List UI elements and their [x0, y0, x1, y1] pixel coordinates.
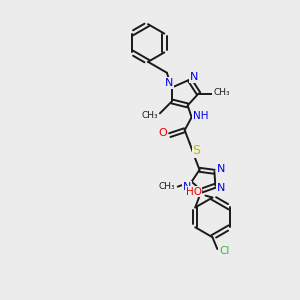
Text: N: N: [217, 164, 226, 174]
Text: N: N: [189, 72, 198, 82]
Text: S: S: [193, 143, 201, 157]
Text: CH₃: CH₃: [158, 182, 175, 191]
Text: Cl: Cl: [219, 246, 230, 256]
Text: HO: HO: [186, 187, 202, 196]
Text: CH₃: CH₃: [213, 88, 230, 97]
Text: N: N: [217, 183, 226, 193]
Text: N: N: [182, 182, 191, 192]
Text: O: O: [158, 128, 167, 138]
Text: CH₃: CH₃: [142, 111, 158, 120]
Text: NH: NH: [193, 111, 208, 121]
Text: N: N: [165, 78, 173, 88]
